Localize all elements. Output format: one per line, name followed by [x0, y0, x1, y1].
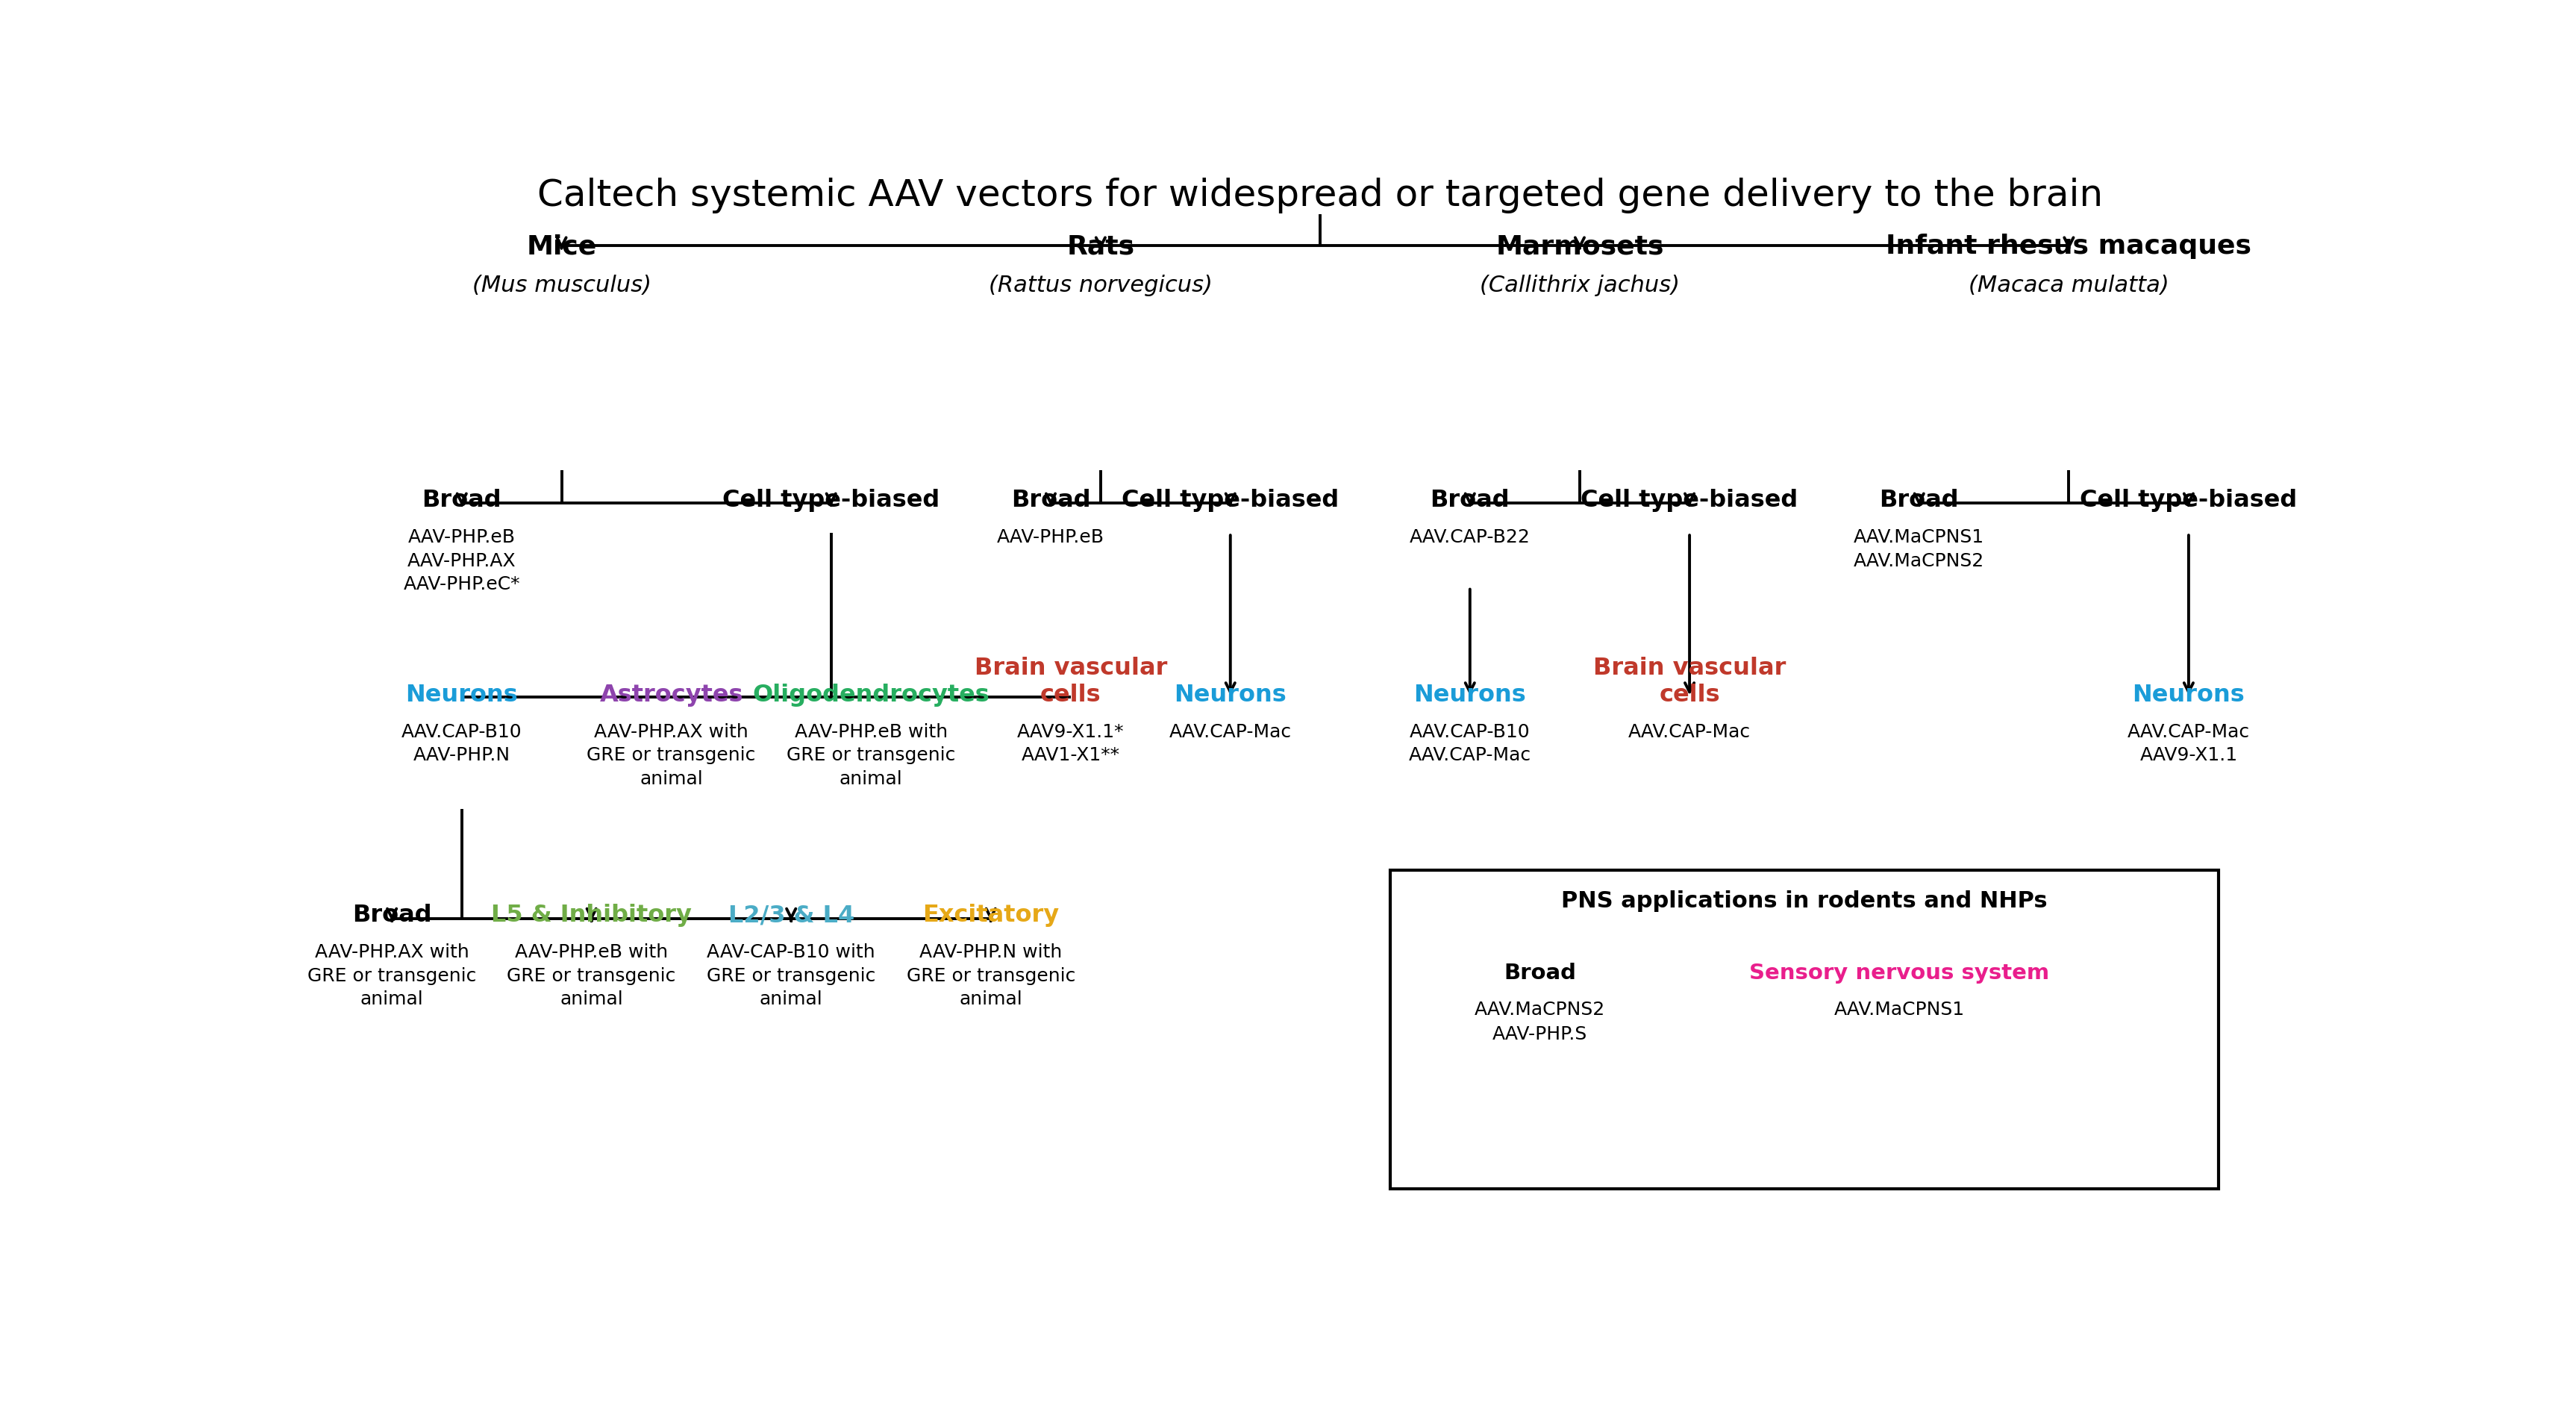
Text: Sensory nervous system: Sensory nervous system	[1749, 962, 2048, 984]
Text: (Mus musculus): (Mus musculus)	[471, 274, 652, 296]
Text: (Rattus norvegicus): (Rattus norvegicus)	[989, 274, 1213, 296]
Text: AAV-PHP.eB with
GRE or transgenic
animal: AAV-PHP.eB with GRE or transgenic animal	[786, 723, 956, 787]
Text: Rats: Rats	[1066, 234, 1133, 260]
Text: AAV.MaCPNS1: AAV.MaCPNS1	[1834, 1000, 1965, 1019]
Text: Neurons: Neurons	[1175, 683, 1285, 706]
Text: AAV-PHP.eB: AAV-PHP.eB	[997, 528, 1105, 546]
Text: Broad: Broad	[1010, 488, 1090, 512]
Text: L5 & Inhibitory: L5 & Inhibitory	[492, 904, 693, 927]
Text: Cell type-biased: Cell type-biased	[721, 488, 940, 512]
Text: AAV-PHP.AX with
GRE or transgenic
animal: AAV-PHP.AX with GRE or transgenic animal	[587, 723, 755, 787]
Text: AAV.CAP-B10
AAV.CAP-Mac: AAV.CAP-B10 AAV.CAP-Mac	[1409, 723, 1530, 765]
Text: AAV.CAP-Mac: AAV.CAP-Mac	[1170, 723, 1291, 741]
Text: Caltech systemic AAV vectors for widespread or targeted gene delivery to the bra: Caltech systemic AAV vectors for widespr…	[538, 177, 2102, 213]
Text: Broad: Broad	[353, 904, 433, 927]
Text: AAV-PHP.eB with
GRE or transgenic
animal: AAV-PHP.eB with GRE or transgenic animal	[507, 943, 675, 1007]
Text: Neurons: Neurons	[1414, 683, 1525, 706]
Text: Broad: Broad	[422, 488, 502, 512]
Text: AAV-PHP.AX with
GRE or transgenic
animal: AAV-PHP.AX with GRE or transgenic animal	[307, 943, 477, 1007]
Text: AAV-PHP.eB
AAV-PHP.AX
AAV-PHP.eC*: AAV-PHP.eB AAV-PHP.AX AAV-PHP.eC*	[404, 528, 520, 593]
FancyBboxPatch shape	[1391, 870, 2218, 1190]
Text: AAV.CAP-Mac
AAV9-X1.1: AAV.CAP-Mac AAV9-X1.1	[2128, 723, 2249, 765]
Text: L2/3 & L4: L2/3 & L4	[729, 904, 855, 927]
Text: Broad: Broad	[1430, 488, 1510, 512]
Text: AAV.MaCPNS1
AAV.MaCPNS2: AAV.MaCPNS1 AAV.MaCPNS2	[1855, 528, 1984, 570]
Text: (Callithrix jachus): (Callithrix jachus)	[1479, 274, 1680, 296]
Text: (Macaca mulatta): (Macaca mulatta)	[1968, 274, 2169, 296]
Text: Oligodendrocytes: Oligodendrocytes	[752, 683, 989, 706]
Text: AAV-CAP-B10 with
GRE or transgenic
animal: AAV-CAP-B10 with GRE or transgenic anima…	[706, 943, 876, 1007]
Text: Cell type-biased: Cell type-biased	[1582, 488, 1798, 512]
Text: AAV-PHP.N with
GRE or transgenic
animal: AAV-PHP.N with GRE or transgenic animal	[907, 943, 1074, 1007]
Text: Mice: Mice	[526, 234, 598, 260]
Text: AAV.CAP-B22: AAV.CAP-B22	[1409, 528, 1530, 546]
Text: Neurons: Neurons	[2133, 683, 2244, 706]
Text: Excitatory: Excitatory	[922, 904, 1059, 927]
Text: Brain vascular
cells: Brain vascular cells	[1592, 657, 1785, 706]
Text: Astrocytes: Astrocytes	[600, 683, 744, 706]
Text: Marmosets: Marmosets	[1497, 234, 1664, 260]
Text: Cell type-biased: Cell type-biased	[1121, 488, 1340, 512]
Text: Cell type-biased: Cell type-biased	[2079, 488, 2298, 512]
Text: Brain vascular
cells: Brain vascular cells	[974, 657, 1167, 706]
Text: Broad: Broad	[1504, 962, 1577, 984]
Text: Infant rhesus macaques: Infant rhesus macaques	[1886, 234, 2251, 260]
Text: Neurons: Neurons	[404, 683, 518, 706]
Text: AAV.MaCPNS2
AAV-PHP.S: AAV.MaCPNS2 AAV-PHP.S	[1473, 1000, 1605, 1042]
Text: Broad: Broad	[1880, 488, 1958, 512]
Text: PNS applications in rodents and NHPs: PNS applications in rodents and NHPs	[1561, 890, 2048, 912]
Text: AAV.CAP-B10
AAV-PHP.N: AAV.CAP-B10 AAV-PHP.N	[402, 723, 523, 765]
Text: AAV9-X1.1*
AAV1-X1**: AAV9-X1.1* AAV1-X1**	[1018, 723, 1123, 765]
Text: AAV.CAP-Mac: AAV.CAP-Mac	[1628, 723, 1752, 741]
